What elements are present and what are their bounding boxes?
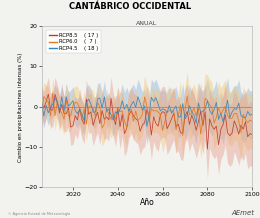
X-axis label: Año: Año [140,198,154,207]
Text: © Agencia Estatal de Meteorología: © Agencia Estatal de Meteorología [8,212,70,216]
Title: ANUAL: ANUAL [136,21,158,26]
Text: AEmet: AEmet [232,210,255,216]
Legend: RCP8.5    ( 17 ), RCP6.0    (  7 ), RCP4.5    ( 18 ): RCP8.5 ( 17 ), RCP6.0 ( 7 ), RCP4.5 ( 18… [46,31,101,53]
Text: CANTÁBRICO OCCIDENTAL: CANTÁBRICO OCCIDENTAL [69,2,191,11]
Y-axis label: Cambio en precipitaciones intensas (%): Cambio en precipitaciones intensas (%) [18,52,23,162]
